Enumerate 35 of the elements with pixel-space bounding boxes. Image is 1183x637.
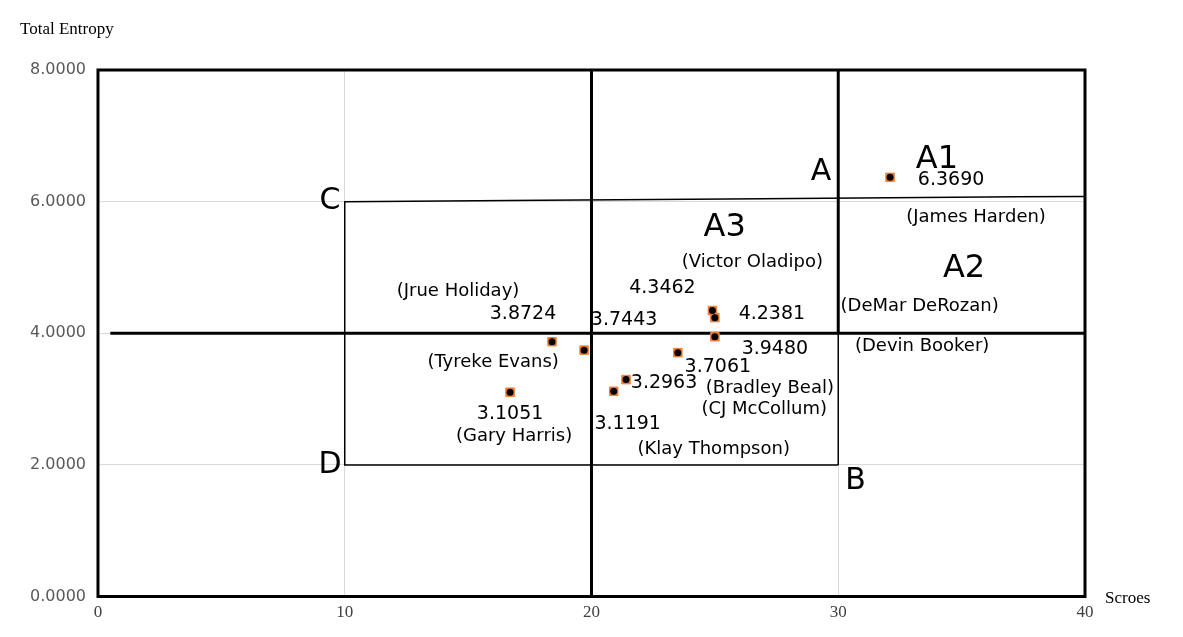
x-tick-label: 10 <box>336 602 354 622</box>
y-tick-label: 8.0000 <box>30 59 86 79</box>
annotation: (Victor Oladipo) <box>681 250 823 272</box>
data-label: 3.9480 <box>741 335 809 358</box>
annotation: (Klay Thompson) <box>637 436 790 458</box>
annotation: (Tyreke Evans) <box>427 349 559 371</box>
annotation: A2 <box>942 247 986 286</box>
y-tick-label: 4.0000 <box>30 322 86 342</box>
data-label: 3.1191 <box>594 411 661 434</box>
annotation: (CJ McCollum) <box>701 396 828 418</box>
data-label: 4.2381 <box>738 300 806 323</box>
y-tick-label: 0.0000 <box>30 585 86 605</box>
y-axis-title: Total Entropy <box>20 19 115 39</box>
annotation: A <box>810 151 832 187</box>
y-tick-label: 6.0000 <box>30 190 86 210</box>
data-label: 3.8724 <box>489 300 557 323</box>
annotation: (Gary Harris) <box>455 423 573 445</box>
annotation: B <box>845 461 866 497</box>
annotation: C <box>319 181 341 217</box>
data-label: 4.3462 <box>629 275 696 298</box>
annotation: A3 <box>703 206 746 245</box>
annotation: (Devin Booker) <box>854 334 990 356</box>
annotation: (Bradley Beal) <box>705 376 834 398</box>
x-tick-label: 0 <box>93 602 103 622</box>
annotation: (Jrue Holiday) <box>396 279 520 301</box>
annotation: (DeMar DeRozan) <box>840 293 999 315</box>
x-tick-label: 20 <box>582 602 600 622</box>
y-tick-label: 2.0000 <box>30 454 86 474</box>
x-tick-label: 30 <box>829 602 847 622</box>
x-axis-title: Scroes <box>1105 588 1151 608</box>
x-tick-label: 40 <box>1076 602 1094 622</box>
annotation: D <box>318 444 342 480</box>
data-label: 3.1051 <box>476 401 544 424</box>
annotation: (James Harden) <box>906 205 1046 227</box>
data-label: 3.7443 <box>590 307 658 330</box>
